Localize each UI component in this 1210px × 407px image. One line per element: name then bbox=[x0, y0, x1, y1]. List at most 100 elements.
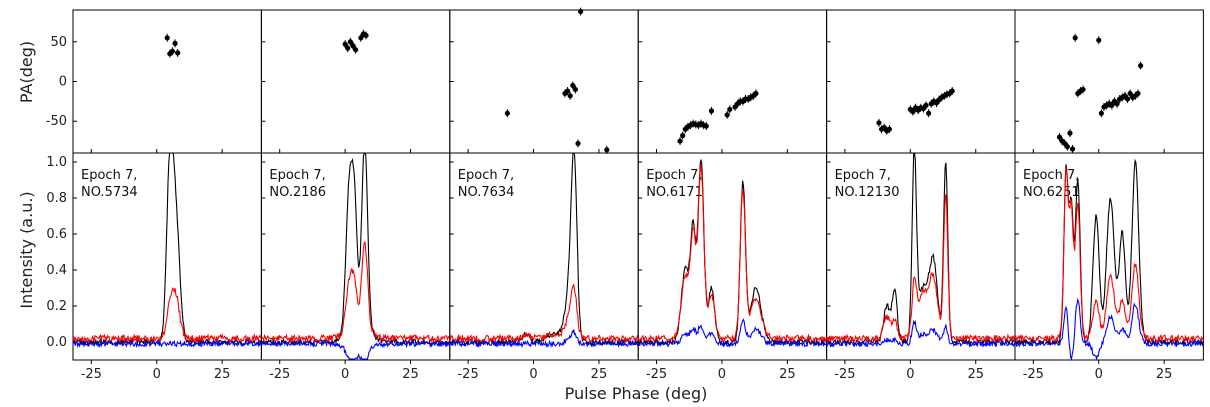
pa-point bbox=[350, 43, 356, 49]
pa-point bbox=[1096, 37, 1102, 43]
pa-point bbox=[923, 102, 929, 108]
profile-line-total bbox=[1014, 158, 1204, 347]
pa-panel-frame bbox=[1014, 9, 1204, 154]
panel-label-line2: NO.2186 bbox=[269, 185, 326, 200]
profile-line-circular bbox=[260, 339, 451, 360]
panel-label-line2: NO.6171 bbox=[646, 185, 703, 200]
pa-panel-frame bbox=[72, 9, 262, 154]
pa-point bbox=[1124, 96, 1131, 102]
x-tick-label: 25 bbox=[214, 367, 231, 382]
x-tick-label: 0 bbox=[341, 367, 349, 382]
x-axis-title: Pulse Phase (deg) bbox=[565, 384, 708, 403]
x-tick-label: 0 bbox=[1095, 367, 1103, 382]
pa-point bbox=[169, 48, 176, 54]
pa-point bbox=[703, 123, 709, 129]
intensity-axis-title: Intensity (a.u.) bbox=[17, 191, 36, 308]
x-tick-label: -25 bbox=[646, 367, 667, 382]
profile-line-linear bbox=[449, 283, 639, 344]
pa-point bbox=[1114, 101, 1120, 107]
panel-label-line1: Epoch 7, bbox=[269, 168, 325, 183]
x-tick-label: -25 bbox=[457, 367, 478, 382]
profile-line-linear bbox=[826, 194, 1016, 344]
intensity-panel-frame bbox=[1014, 152, 1204, 361]
pa-point bbox=[575, 140, 581, 147]
pa-point bbox=[708, 108, 715, 114]
pa-point bbox=[570, 82, 576, 89]
pa-point bbox=[876, 120, 882, 126]
pa-point bbox=[175, 50, 181, 56]
pa-point bbox=[353, 47, 359, 53]
pa-point bbox=[504, 110, 510, 116]
pa-point bbox=[1069, 146, 1076, 152]
panel-label-line2: NO.12130 bbox=[835, 185, 900, 200]
pa-point bbox=[724, 112, 730, 118]
panel-2: -25 0 25 Epoch 7, NO.2186 bbox=[260, 9, 451, 382]
pa-point bbox=[949, 88, 955, 94]
profile-line-linear bbox=[637, 165, 828, 344]
profile-line-linear bbox=[1014, 167, 1204, 343]
intensity-y-tick-label: 0.6 bbox=[46, 227, 67, 242]
pa-point bbox=[172, 40, 178, 46]
x-tick-label: 25 bbox=[779, 367, 796, 382]
profile-line-circular bbox=[72, 339, 262, 349]
pa-point bbox=[1109, 102, 1115, 108]
profile-line-linear bbox=[72, 287, 262, 344]
pa-panel-frame bbox=[637, 9, 828, 154]
profile-line-circular bbox=[826, 319, 1016, 348]
pa-point bbox=[680, 132, 686, 139]
pa-point bbox=[1127, 90, 1133, 97]
pa-y-tick-label: 50 bbox=[50, 35, 67, 50]
panel-4: -25 0 25 Epoch 7, NO.6171 bbox=[637, 9, 828, 382]
intensity-y-tick-label: 1.0 bbox=[46, 155, 67, 170]
x-tick-label: 0 bbox=[718, 367, 726, 382]
pa-axis-title: PA(deg) bbox=[17, 41, 36, 103]
pa-point bbox=[345, 45, 351, 51]
pa-point bbox=[677, 138, 683, 144]
panel-label-line1: Epoch 7, bbox=[835, 168, 891, 183]
pa-point bbox=[1056, 134, 1063, 140]
pa-point bbox=[572, 86, 579, 93]
panel-label-line1: Epoch 7, bbox=[81, 168, 137, 183]
panel-label-line1: Epoch 7, bbox=[646, 168, 702, 183]
pa-point bbox=[358, 35, 364, 41]
panel-1: -25 0 25 50 0 -50 1.0 0.8 0.6 0.4 0.2 0.0 Epoch 7, NO… bbox=[46, 9, 262, 382]
pa-point bbox=[347, 39, 353, 45]
profile-line-circular bbox=[449, 329, 639, 349]
pa-y-tick-label: -50 bbox=[46, 114, 67, 129]
pa-point bbox=[910, 109, 916, 115]
pa-point bbox=[342, 41, 348, 47]
x-tick-label: 0 bbox=[529, 367, 537, 382]
pa-point bbox=[753, 90, 759, 97]
pa-point bbox=[1138, 63, 1144, 69]
pa-y-tick-label: 0 bbox=[59, 75, 67, 90]
x-tick-label: -25 bbox=[269, 367, 290, 382]
pa-point bbox=[604, 147, 610, 153]
profile-line-circular bbox=[637, 318, 827, 348]
pa-point bbox=[164, 35, 170, 41]
pa-point bbox=[564, 88, 571, 94]
intensity-y-tick-label: 0.4 bbox=[46, 263, 67, 278]
x-tick-label: 25 bbox=[1156, 367, 1173, 382]
pa-point bbox=[1098, 110, 1104, 116]
pa-point bbox=[1135, 90, 1141, 97]
panel-label-line1: Epoch 7, bbox=[1023, 168, 1079, 183]
panel-3: -25 0 25 Epoch 7, NO.7634 bbox=[449, 7, 639, 382]
panel-label-line2: NO.7634 bbox=[458, 185, 515, 200]
intensity-y-tick-label: 0.2 bbox=[46, 299, 67, 314]
pa-point bbox=[1067, 130, 1073, 136]
x-tick-label: 0 bbox=[153, 367, 161, 382]
x-tick-label: 25 bbox=[967, 367, 984, 382]
x-tick-label: -25 bbox=[1023, 367, 1044, 382]
profile-line-circular bbox=[1014, 297, 1204, 362]
intensity-y-tick-label: 0.8 bbox=[46, 191, 67, 206]
pa-point bbox=[886, 126, 893, 132]
x-tick-label: 25 bbox=[402, 367, 419, 382]
pa-point bbox=[926, 110, 932, 116]
x-tick-label: -25 bbox=[834, 367, 855, 382]
profile-line-linear bbox=[260, 240, 451, 344]
x-tick-label: -25 bbox=[81, 367, 102, 382]
pa-point bbox=[567, 93, 573, 99]
x-tick-label: 0 bbox=[906, 367, 914, 382]
